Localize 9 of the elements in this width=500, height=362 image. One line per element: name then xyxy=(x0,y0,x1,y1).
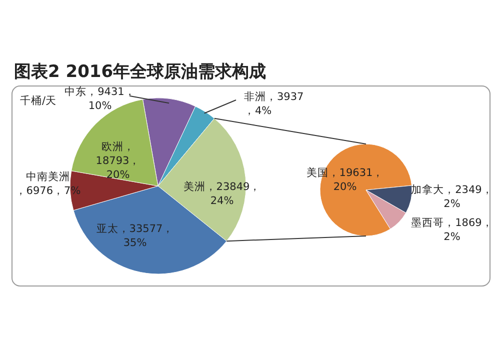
slice-label: 亚太，33577， 35% xyxy=(96,222,174,249)
slice-label: 欧洲， 18793， 20% xyxy=(96,140,140,181)
slice-label: 墨西哥，1869， 2% xyxy=(411,217,493,243)
slice-label: 中东，9431， 10% xyxy=(64,85,136,112)
slice-label: 中南美洲 xyxy=(26,170,70,183)
text: 千桶/天 xyxy=(20,94,57,107)
pie-slice xyxy=(320,144,412,236)
chart-title: 图表2 2016年全球原油需求构成 xyxy=(14,62,266,82)
slice-label: 非洲，3937 ，4% xyxy=(244,90,304,117)
